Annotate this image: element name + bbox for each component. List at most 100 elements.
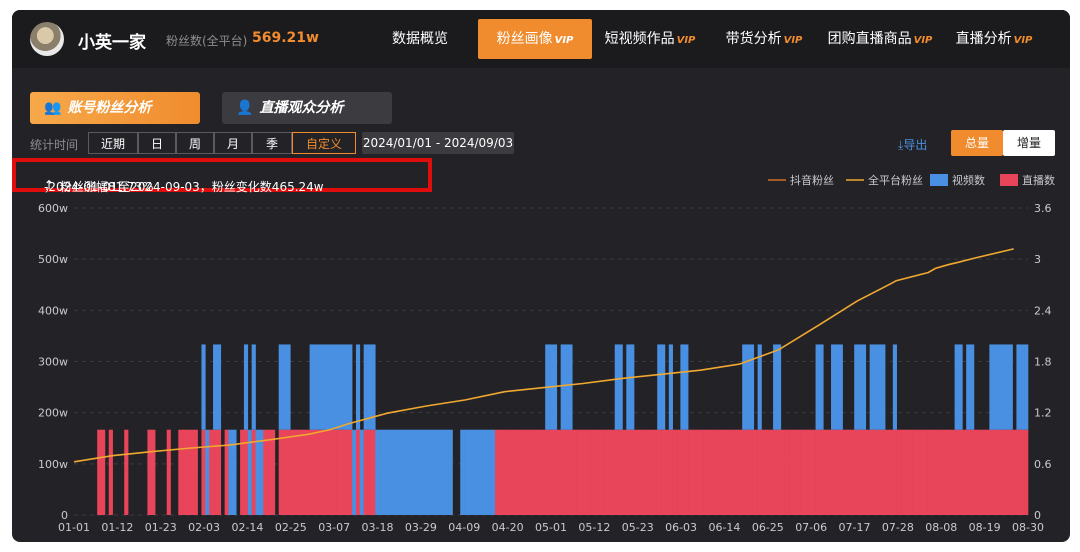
live-bar [1004, 429, 1009, 515]
x-tick-label: 02-25 [275, 521, 307, 534]
tab-label: 粉丝画像 [496, 31, 553, 47]
live-bar [560, 429, 565, 515]
x-tick-label: 08-19 [969, 521, 1001, 534]
live-bar [603, 429, 608, 515]
live-bar [811, 429, 816, 515]
video-bar [661, 344, 666, 430]
x-tick-label: 05-23 [622, 521, 654, 534]
video-bar [413, 429, 419, 515]
period-month[interactable]: 月 [214, 132, 252, 154]
account-fans-analysis-button[interactable]: 👥 账号粉丝分析 [30, 92, 200, 124]
tab-group-live-goods[interactable]: 团购直播商品 VIP [826, 10, 934, 68]
live-bar [282, 429, 287, 515]
video-bar [954, 344, 959, 430]
video-bar [997, 344, 1002, 430]
video-bar [201, 344, 206, 430]
video-bar [444, 429, 449, 515]
legend-label: 直播数 [1022, 173, 1055, 187]
live-bar [301, 429, 307, 515]
live-bar [363, 429, 368, 515]
live-bar [657, 429, 662, 515]
live-bar [939, 429, 944, 515]
video-bar [328, 344, 334, 430]
y-right-tick-label: 3 [1034, 253, 1041, 266]
live-bar [726, 429, 731, 515]
video-bar [861, 344, 867, 430]
video-bar [626, 344, 631, 430]
live-bar [715, 429, 720, 515]
video-bar [869, 344, 874, 430]
live-bar [564, 429, 569, 515]
live-bar [823, 429, 828, 515]
y-right-tick-label: 3.6 [1034, 202, 1052, 215]
video-bar [332, 344, 337, 430]
legend-swatch [1000, 174, 1018, 186]
live-bar [958, 429, 963, 515]
live-bar [529, 429, 534, 515]
live-bar [309, 429, 314, 515]
video-bar [394, 429, 399, 515]
video-bar [247, 429, 252, 515]
video-bar [382, 429, 388, 515]
live-bar [757, 429, 762, 515]
live-bar [355, 429, 361, 515]
period-week[interactable]: 周 [176, 132, 214, 154]
live-bar [298, 429, 303, 515]
live-bar [178, 429, 183, 515]
x-tick-label: 01-23 [145, 521, 177, 534]
live-bar [267, 429, 272, 515]
live-bar [935, 429, 940, 515]
increment-toggle[interactable]: 增量 [1003, 130, 1055, 156]
live-bar [537, 429, 542, 515]
live-bar [506, 429, 511, 515]
period-custom[interactable]: 自定义 [292, 132, 356, 154]
live-bar [881, 429, 886, 515]
live-bar [533, 429, 538, 515]
video-bar [410, 429, 415, 515]
period-day[interactable]: 日 [138, 132, 176, 154]
live-bar [622, 429, 627, 515]
live-bar [780, 429, 785, 515]
live-bar [858, 429, 863, 515]
date-range-picker[interactable]: 2024/01/01 - 2024/09/03 [362, 132, 514, 154]
live-bar [973, 429, 979, 515]
live-bar [900, 429, 905, 515]
tab-live-analysis[interactable]: 直播分析 VIP [954, 10, 1034, 68]
live-bar [703, 429, 708, 515]
live-bar [803, 429, 809, 515]
tab-short-video[interactable]: 短视频作品 VIP [602, 10, 698, 68]
live-bar [877, 429, 882, 515]
live-bar [742, 429, 747, 515]
avatar[interactable] [30, 22, 64, 56]
live-bar [800, 429, 805, 515]
live-bar [846, 429, 851, 515]
live-bar [552, 429, 558, 515]
video-bar [282, 344, 287, 430]
tab-data-overview[interactable]: 数据概览 [380, 10, 460, 68]
period-recent[interactable]: 近期 [88, 132, 138, 154]
live-audience-analysis-button[interactable]: 👤 直播观众分析 [222, 92, 392, 124]
live-bar [525, 429, 531, 515]
live-bar [336, 429, 341, 515]
period-quarter[interactable]: 季 [252, 132, 292, 154]
live-bar [201, 429, 206, 515]
top-bar: 小英一家 粉丝数(全平台) 569.21w 数据概览 粉丝画像 VIP 短视频作品… [12, 10, 1070, 68]
video-bar [560, 344, 565, 430]
tab-fan-profile[interactable]: 粉丝画像 VIP [478, 19, 592, 59]
live-bar [583, 429, 588, 515]
live-bar [746, 429, 751, 515]
video-bar [344, 344, 349, 430]
export-button[interactable]: ⤓导出 [898, 136, 927, 153]
live-bar [348, 429, 353, 515]
tab-sales-analysis[interactable]: 带货分析 VIP [724, 10, 804, 68]
live-bar [943, 429, 948, 515]
live-bar [730, 429, 735, 515]
live-bar [993, 429, 998, 515]
total-toggle[interactable]: 总量 [951, 130, 1003, 156]
video-bar [1016, 344, 1021, 430]
live-bar [240, 429, 245, 515]
live-bar [270, 429, 276, 515]
live-bar [286, 429, 291, 515]
live-bar [147, 429, 152, 515]
live-bar [661, 429, 666, 515]
